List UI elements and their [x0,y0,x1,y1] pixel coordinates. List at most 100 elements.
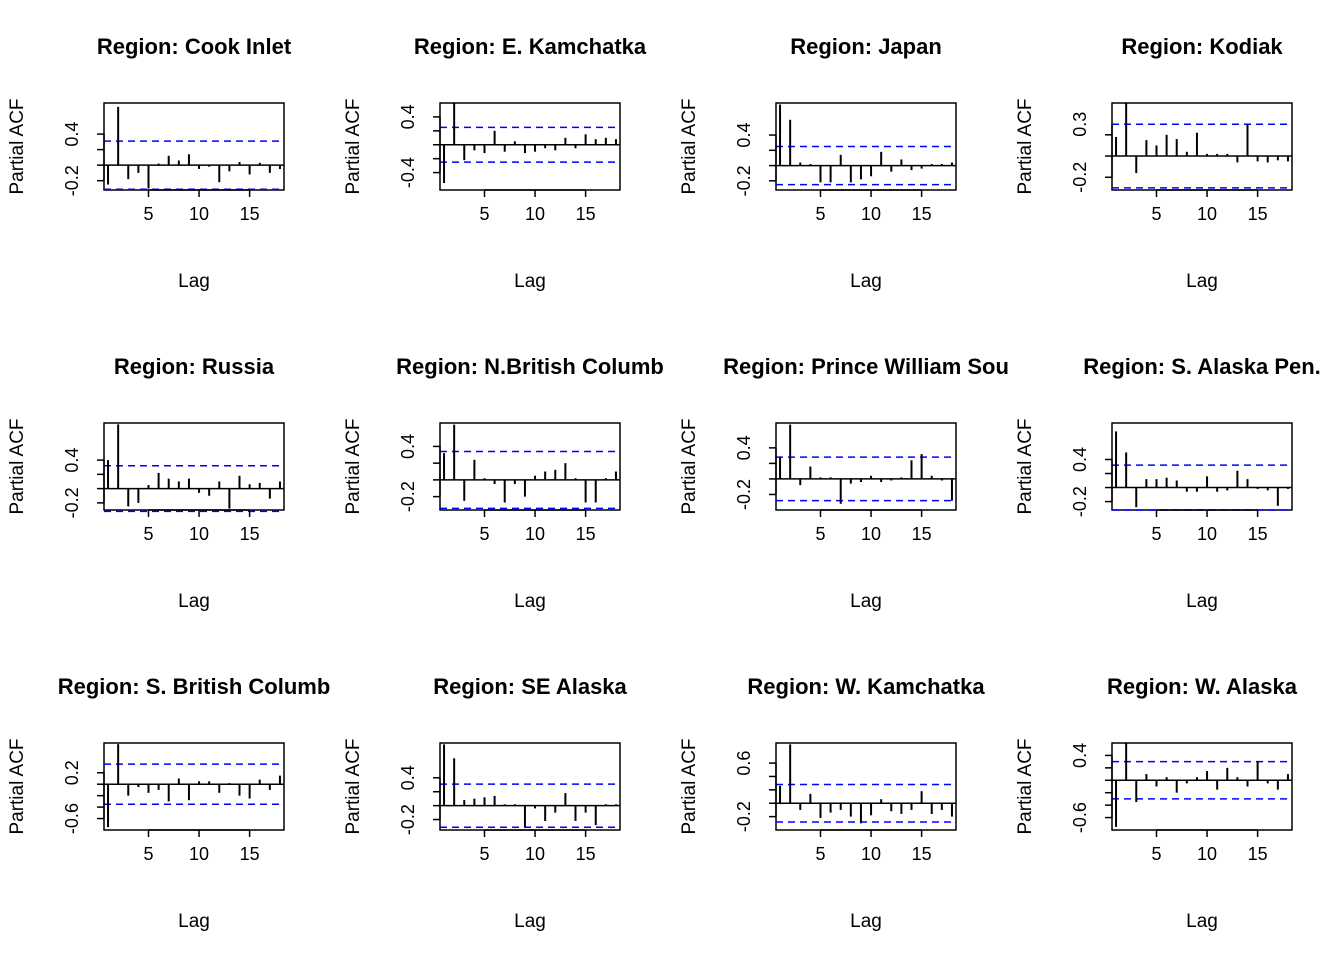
x-tick-label: 15 [1248,524,1268,544]
x-tick-label: 10 [1197,204,1217,224]
y-axis-label: Partial ACF [1015,738,1036,834]
y-tick-label: -0.6 [62,803,82,834]
y-axis-label: Partial ACF [343,738,364,834]
pacf-panel-5: Region: Russia 5 10 15 -0.2 0.4 Lag Partial ACF [7,354,285,612]
y-tick-label: -0.4 [398,157,418,188]
y-tick-label: -0.2 [734,479,754,510]
x-tick-label: 10 [1197,844,1217,864]
plot-frame [1111,422,1293,511]
y-tick-label: 0.4 [1070,743,1090,768]
x-tick-label: 15 [1248,844,1268,864]
x-tick-label: 10 [861,844,881,864]
plot-frame [439,422,621,511]
x-axis-label: Lag [850,271,882,292]
x-axis-label: Lag [1186,271,1218,292]
x-tick-label: 5 [815,524,825,544]
y-tick-label: 0.4 [398,434,418,459]
plot-frame [1111,742,1293,831]
pacf-panel-3: Region: Japan 5 10 15 -0.2 0.4 Lag Partial ACF [679,34,957,292]
x-axis-label: Lag [850,591,882,612]
x-tick-label: 10 [861,204,881,224]
x-tick-label: 5 [479,844,489,864]
x-tick-label: 5 [1151,844,1161,864]
plot-frame [103,742,285,831]
x-tick-label: 15 [576,524,596,544]
x-tick-label: 15 [240,524,260,544]
x-axis-label: Lag [178,911,210,932]
panel-title: Region: Prince William Sou [723,354,1009,379]
y-tick-label: 0.4 [62,122,82,147]
y-tick-label: 0.4 [62,448,82,473]
panel-title: Region: S. British Columb [58,674,331,699]
y-axis-label: Partial ACF [1015,418,1036,514]
plot-frame [1111,102,1293,191]
x-axis-label: Lag [178,271,210,292]
x-tick-label: 15 [1248,204,1268,224]
x-tick-label: 5 [143,204,153,224]
x-tick-label: 10 [525,524,545,544]
pacf-panel-10: Region: SE Alaska 5 10 15 -0.2 0.4 Lag Partial … [343,674,628,932]
x-axis-label: Lag [1186,591,1218,612]
panel-title: Region: W. Alaska [1107,674,1298,699]
y-tick-label: -0.6 [1070,802,1090,833]
x-tick-label: 5 [479,524,489,544]
panel-title: Region: Kodiak [1121,34,1283,59]
pacf-panel-4: Region: Kodiak 5 10 15 -0.2 0.3 Lag Partial ACF [1015,34,1293,292]
x-tick-label: 5 [1151,524,1161,544]
y-tick-label: -0.2 [398,804,418,835]
y-tick-label: 0.2 [62,760,82,785]
x-tick-label: 15 [912,844,932,864]
y-tick-label: 0.3 [1070,112,1090,137]
y-tick-label: -0.2 [734,801,754,832]
panel-title: Region: Cook Inlet [97,34,292,59]
x-axis-label: Lag [514,271,546,292]
y-tick-label: -0.2 [398,481,418,512]
x-tick-label: 5 [815,204,825,224]
plot-frame [775,742,957,831]
panel-title: Region: W. Kamchatka [747,674,985,699]
y-axis-label: Partial ACF [7,98,28,194]
y-axis-label: Partial ACF [679,98,700,194]
y-tick-label: 0.4 [734,435,754,460]
x-tick-label: 5 [143,844,153,864]
x-tick-label: 10 [525,844,545,864]
x-axis-label: Lag [1186,911,1218,932]
x-tick-label: 15 [240,204,260,224]
y-axis-label: Partial ACF [1015,98,1036,194]
y-axis-label: Partial ACF [679,738,700,834]
x-tick-label: 15 [576,204,596,224]
y-tick-label: -0.2 [1070,162,1090,193]
y-tick-label: -0.2 [62,165,82,196]
pacf-panel-1: Region: Cook Inlet 5 10 15 -0.2 0.4 Lag Partial… [7,34,292,292]
panel-title: Region: Russia [114,354,275,379]
x-tick-label: 15 [240,844,260,864]
x-axis-label: Lag [178,591,210,612]
x-axis-label: Lag [850,911,882,932]
y-axis-label: Partial ACF [679,418,700,514]
x-tick-label: 10 [189,844,209,864]
y-tick-label: -0.2 [62,487,82,518]
panel-title: Region: S. Alaska Pen. [1083,354,1321,379]
pacf-panel-6: Region: N.British Columb 5 10 15 -0.2 0.4 Lag P… [343,354,664,612]
y-axis-label: Partial ACF [7,418,28,514]
y-tick-label: 0.4 [398,104,418,129]
plot-frame [103,102,285,191]
x-tick-label: 15 [912,524,932,544]
pacf-panel-8: Region: S. Alaska Pen. 5 10 15 -0.2 0.4 Lag Par… [1015,354,1321,612]
x-tick-label: 5 [1151,204,1161,224]
plot-frame [775,422,957,511]
x-tick-label: 10 [861,524,881,544]
y-axis-label: Partial ACF [7,738,28,834]
x-tick-label: 10 [189,204,209,224]
panel-title: Region: Japan [790,34,942,59]
x-tick-label: 10 [189,524,209,544]
panel-title: Region: N.British Columb [396,354,664,379]
x-axis-label: Lag [514,911,546,932]
x-tick-label: 10 [1197,524,1217,544]
y-tick-label: 0.4 [734,123,754,148]
y-tick-label: 0.6 [734,751,754,776]
pacf-panel-11: Region: W. Kamchatka 5 10 15 -0.2 0.6 Lag Parti… [679,674,985,932]
pacf-panel-7: Region: Prince William Sou 5 10 15 -0.2 0.4 La… [679,354,1009,612]
x-axis-label: Lag [514,591,546,612]
